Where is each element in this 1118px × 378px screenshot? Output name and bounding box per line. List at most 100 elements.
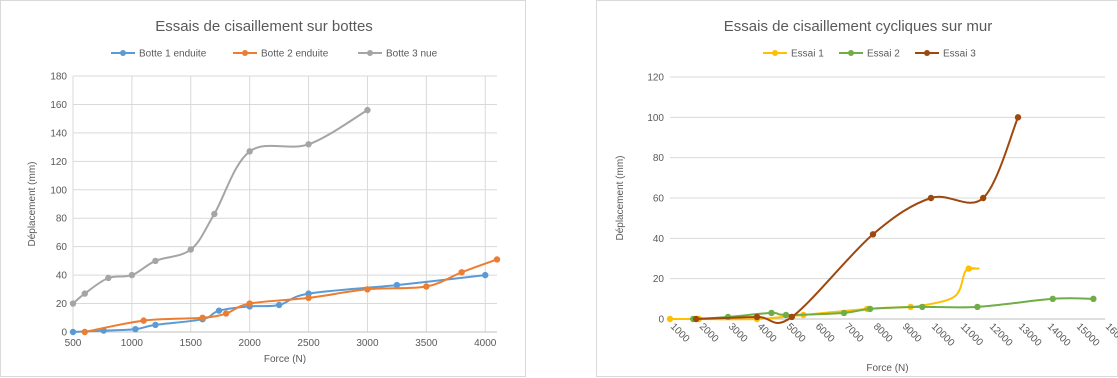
c2-xtick-label-13000: 13000 xyxy=(1016,321,1044,349)
c1-x-axis-label: Force (N) xyxy=(264,354,306,365)
c2-legend-label-2: Essai 2 xyxy=(867,49,900,60)
c1-series-1-point-3 xyxy=(132,325,139,333)
c1-ytick-label-180: 180 xyxy=(50,72,67,83)
c2-legend-item-3: Essai 3 xyxy=(915,49,976,60)
c1-xtick-label-4000: 4000 xyxy=(474,338,497,349)
c1-series-3-point-7 xyxy=(211,210,218,218)
c2-xtick-label-9000: 9000 xyxy=(900,321,924,345)
c2-series-3-point-7 xyxy=(1014,114,1022,121)
c2-legend-marker-3 xyxy=(924,50,930,56)
c2-series-3-point-2 xyxy=(753,313,761,321)
c1-series-2-point-10 xyxy=(493,256,501,263)
c1-legend-label-3: Botte 3 nue xyxy=(386,49,438,60)
c1-legend-marker-3 xyxy=(367,50,373,56)
c1-ytick-label-120: 120 xyxy=(50,157,67,168)
c1-ytick-label-20: 20 xyxy=(56,299,68,310)
c2-ytick-label-40: 40 xyxy=(653,234,665,245)
c2-ytick-label-20: 20 xyxy=(653,274,665,285)
c1-legend-label-2: Botte 2 enduite xyxy=(261,49,329,60)
c1-xtick-label-3500: 3500 xyxy=(415,338,438,349)
c2-xtick-label-5000: 5000 xyxy=(784,321,808,345)
c1-series-2-point-4 xyxy=(222,310,230,317)
c2-xtick-label-16000: 16000 xyxy=(1103,321,1118,349)
c1-xtick-label-2500: 2500 xyxy=(297,338,320,349)
c2-series-2-point-9 xyxy=(1049,295,1056,303)
c1-series-2-point-3 xyxy=(199,314,206,321)
c2-series-3 xyxy=(692,114,1022,324)
c2-series-2-point-6 xyxy=(866,305,874,313)
c2-series-2-point-3 xyxy=(768,309,775,317)
c2-series-3-point-1 xyxy=(692,315,700,323)
c1-ytick-label-140: 140 xyxy=(50,128,67,139)
c2-ytick-label-60: 60 xyxy=(653,194,665,205)
c2-ytick-label-100: 100 xyxy=(647,113,664,124)
c1-xtick-label-3000: 3000 xyxy=(356,338,379,349)
c1-ytick-label-40: 40 xyxy=(56,271,68,282)
c2-xtick-label-4000: 4000 xyxy=(755,321,779,345)
c2-ytick-label-0: 0 xyxy=(658,315,664,326)
c2-legend-label-1: Essai 1 xyxy=(791,49,824,60)
c2-series-2-point-5 xyxy=(840,309,848,317)
c1-series-3-point-1 xyxy=(69,300,77,307)
c1-series-3-point-4 xyxy=(128,271,136,279)
c2-series-2 xyxy=(690,295,1097,323)
c1-series-2-point-2 xyxy=(140,317,147,324)
c1-ytick-label-100: 100 xyxy=(50,185,67,196)
c1-series-3-point-3 xyxy=(105,274,112,282)
c1-series-2-point-5 xyxy=(246,300,253,307)
c1-series-2-point-1 xyxy=(81,328,88,336)
chart-right: Essais de cisaillement cycliques sur mur… xyxy=(615,18,1118,374)
c2-legend-item-1: Essai 1 xyxy=(763,49,824,60)
c1-series-line-3 xyxy=(72,109,368,305)
c1-series-3 xyxy=(69,106,371,307)
c2-legend-marker-1 xyxy=(772,50,778,56)
c2-series-2-point-8 xyxy=(974,303,981,311)
c2-series-3-point-4 xyxy=(869,231,877,238)
c2-series-line-3 xyxy=(696,116,1019,324)
c2-series-line-1 xyxy=(670,266,980,321)
c2-series-1-point-1 xyxy=(666,315,674,323)
c2-xtick-label-3000: 3000 xyxy=(726,321,750,345)
c2-xtick-label-15000: 15000 xyxy=(1074,321,1102,349)
c2-chart-title: Essais de cisaillement cycliques sur mur xyxy=(724,18,992,35)
c1-series-3-point-2 xyxy=(81,290,88,297)
c2-xtick-label-10000: 10000 xyxy=(929,321,957,349)
c2-ytick-label-80: 80 xyxy=(653,153,665,164)
c1-series-3-point-10 xyxy=(364,106,371,114)
c1-xtick-label-1500: 1500 xyxy=(180,338,203,349)
c2-xtick-label-11000: 11000 xyxy=(958,321,985,348)
c2-xtick-label-2000: 2000 xyxy=(697,321,721,345)
c1-series-2-point-8 xyxy=(423,283,430,290)
c1-chart-title: Essais de cisaillement sur bottes xyxy=(155,18,373,35)
c1-legend-item-1: Botte 1 enduite xyxy=(111,49,207,60)
c1-ytick-label-60: 60 xyxy=(56,242,68,253)
c2-ytick-label-120: 120 xyxy=(647,73,664,84)
c1-ytick-label-0: 0 xyxy=(61,328,67,339)
c1-legend-item-2: Botte 2 enduite xyxy=(233,49,329,60)
c2-series-3-point-6 xyxy=(980,194,987,202)
c1-series-3-point-9 xyxy=(305,141,312,148)
c1-legend-label-1: Botte 1 enduite xyxy=(139,49,207,60)
c2-x-axis-label: Force (N) xyxy=(866,363,908,374)
c2-xtick-label-6000: 6000 xyxy=(813,321,837,345)
c2-legend-label-3: Essai 3 xyxy=(943,49,976,60)
c2-series-1-point-7 xyxy=(965,265,972,272)
c1-series-3-point-5 xyxy=(152,257,159,265)
c2-series-3-point-5 xyxy=(927,194,935,202)
c1-legend-marker-2 xyxy=(242,50,248,56)
c1-series-line-2 xyxy=(84,258,498,333)
c1-series-line-1 xyxy=(72,274,486,333)
c2-y-axis-label: Déplacement (mm) xyxy=(615,155,626,240)
c2-xtick-label-8000: 8000 xyxy=(871,321,895,345)
c1-xtick-label-1000: 1000 xyxy=(121,338,144,349)
chart-panel-left: Essais de cisaillement sur bottes Botte 1… xyxy=(0,0,526,377)
c2-legend-marker-2 xyxy=(848,50,854,56)
c1-series-1-point-6 xyxy=(215,307,223,314)
c1-ytick-label-80: 80 xyxy=(56,214,68,225)
c1-xtick-label-2000: 2000 xyxy=(239,338,262,349)
c1-series-1-point-1 xyxy=(69,328,77,336)
c1-legend-marker-1 xyxy=(120,50,126,56)
c1-series-1-point-8 xyxy=(275,301,283,309)
c1-series-2-point-7 xyxy=(364,286,371,293)
c1-legend-item-3: Botte 3 nue xyxy=(358,49,438,60)
